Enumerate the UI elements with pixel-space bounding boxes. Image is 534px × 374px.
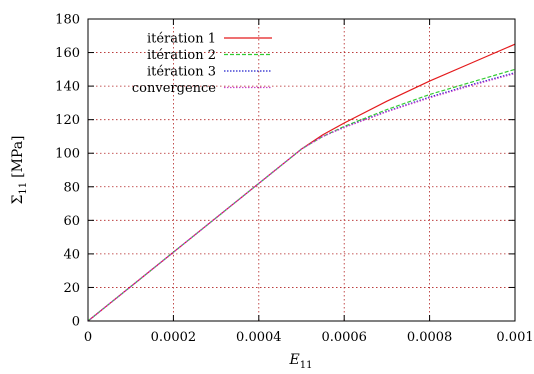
y-tick-label: 0 [72,315,80,330]
x-tick-labels: 0 0.0002 0.0004 0.0006 0.0008 0.001 [84,330,534,345]
x-tick-label: 0.0004 [236,330,282,345]
y-axis-label: Σ11 [MPa] [10,135,29,204]
x-tick-label: 0.001 [496,330,533,345]
x-axis-label: E11 [289,352,313,371]
legend: itération 1itération 2 itération 3converg… [132,32,272,97]
y-tick-label: 120 [55,113,80,128]
x-axis-label-sub: 11 [300,360,313,371]
y-tick-label: 80 [63,180,80,195]
y-tick-labels: 0 20 40 60 80 100 120 140 160 180 [55,13,80,330]
series-line [88,69,515,321]
x-tick-label: 0 [84,330,92,345]
x-tick-label: 0.0006 [321,330,367,345]
y-tick-label: 140 [55,80,80,95]
y-axis-label-sub: 11 [18,182,29,195]
y-tick-label: 60 [63,214,80,229]
y-tick-label: 160 [55,46,80,61]
y-tick-label: 100 [55,147,80,162]
x-tick-label: 0.0002 [151,330,197,345]
x-axis-label-main: E [289,352,300,368]
y-tick-label: 180 [55,13,80,28]
legend-label: convergence [132,81,216,96]
y-tick-label: 20 [63,281,80,296]
y-axis-label-main: Σ [10,195,26,205]
series-line [88,73,515,321]
x-tick-label: 0.0008 [407,330,453,345]
legend-label: itération 2 [147,48,216,63]
legend-label: itération 3 [147,65,216,80]
legend-label: itération 1 [147,32,216,47]
series-line [88,74,515,321]
y-axis-label-unit: [MPa] [10,135,26,177]
y-tick-label: 40 [63,247,80,262]
